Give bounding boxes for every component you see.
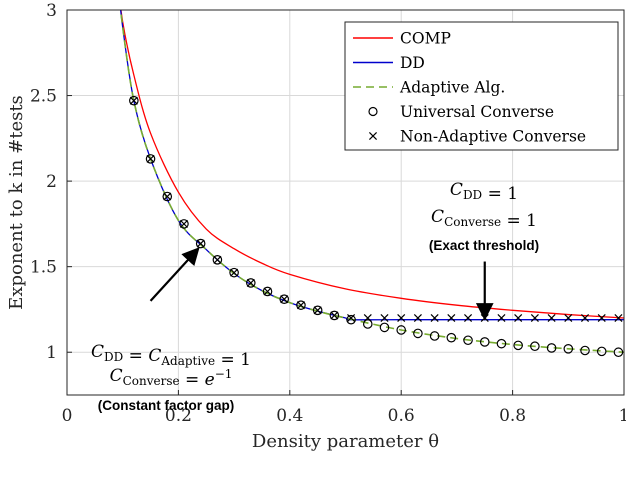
legend-label-non-adaptive-converse: Non-Adaptive Converse <box>400 128 586 146</box>
annotation-left-line1: CDD = CAdaptive = 1 <box>91 342 251 370</box>
annotation-right-line2: CConverse = 1 <box>431 207 537 231</box>
point-universal-converse <box>563 343 574 354</box>
point-universal-converse <box>396 325 406 335</box>
x-tick-label: 0.2 <box>165 406 192 426</box>
point-non-adaptive-converse <box>263 287 272 296</box>
point-universal-converse <box>296 300 306 310</box>
point-non-adaptive-converse <box>447 313 456 323</box>
point-universal-converse <box>530 341 540 352</box>
legend-swatch-non-adaptive-converse <box>368 131 378 141</box>
y-tick-label: 2 <box>46 172 57 192</box>
point-non-adaptive-converse <box>514 313 523 323</box>
legend-label-dd: DD <box>400 54 425 72</box>
point-universal-converse <box>212 255 223 265</box>
legend-label-adaptive-alg: Adaptive Alg. <box>399 79 505 97</box>
annotation-exact-threshold: CDD = 1 CConverse = 1 (Exact threshold) <box>429 180 539 321</box>
annotation-right-note: (Exact threshold) <box>429 238 539 253</box>
point-universal-converse <box>262 286 273 297</box>
point-non-adaptive-converse <box>564 313 573 323</box>
point-non-adaptive-converse <box>230 268 239 277</box>
point-non-adaptive-converse <box>129 96 138 105</box>
legend-swatch-universal-converse <box>368 106 378 117</box>
point-non-adaptive-converse <box>530 313 539 323</box>
x-tick-label: 0.4 <box>276 406 303 426</box>
point-non-adaptive-converse <box>146 154 155 163</box>
x-axis-label: Density parameter θ <box>252 431 439 452</box>
point-non-adaptive-converse <box>430 313 439 323</box>
point-non-adaptive-converse <box>547 313 556 323</box>
point-universal-converse <box>129 95 139 106</box>
point-non-adaptive-converse <box>213 255 222 264</box>
series-line-adaptive-alg <box>119 10 624 354</box>
legend-box <box>344 21 619 151</box>
x-tick-label: 0.8 <box>499 406 526 426</box>
tick-layer: 0 0.2 0.4 0.6 0.8 1 1 1.5 2 2.5 3 <box>30 1 626 426</box>
point-universal-converse <box>362 319 373 329</box>
point-universal-converse <box>479 337 490 347</box>
legend-label-universal-converse: Universal Converse <box>400 103 554 121</box>
annotation-left-note: (Constant factor gap) <box>98 398 235 413</box>
point-universal-converse <box>429 331 440 341</box>
series-layer <box>119 10 624 358</box>
point-universal-converse <box>496 338 507 349</box>
point-universal-converse <box>329 310 340 321</box>
legend-label-comp: COMP <box>400 30 451 48</box>
annotation-left-line2: CConverse = e−1 <box>110 366 233 390</box>
point-non-adaptive-converse <box>413 313 422 323</box>
point-non-adaptive-converse <box>313 306 322 315</box>
y-axis-label: Exponent to k in #tests <box>6 95 27 310</box>
point-non-adaptive-converse <box>179 219 188 228</box>
annotation-right-line1: CDD = 1 <box>450 180 518 204</box>
point-universal-converse <box>413 328 423 339</box>
point-non-adaptive-converse <box>246 278 255 287</box>
point-non-adaptive-converse <box>163 192 172 201</box>
series-line-comp <box>120 10 624 319</box>
point-universal-converse <box>596 346 607 357</box>
x-tick-label: 0.6 <box>388 406 415 426</box>
point-non-adaptive-converse <box>614 313 623 323</box>
point-non-adaptive-converse <box>597 313 606 323</box>
point-universal-converse <box>546 343 557 353</box>
y-tick-label: 1.5 <box>30 258 57 278</box>
point-non-adaptive-converse <box>580 313 590 323</box>
point-non-adaptive-converse <box>330 311 339 320</box>
point-universal-converse <box>463 335 473 346</box>
x-tick-label: 0 <box>62 406 73 426</box>
point-universal-converse <box>446 332 457 343</box>
point-non-adaptive-converse <box>363 313 372 323</box>
plot-frame <box>66 9 625 396</box>
annotation-left-arrow <box>149 247 200 302</box>
point-non-adaptive-converse <box>464 313 473 323</box>
point-universal-converse <box>229 267 239 278</box>
point-universal-converse <box>312 305 323 316</box>
point-universal-converse <box>195 238 206 249</box>
point-universal-converse <box>279 294 290 304</box>
y-tick-label: 1 <box>46 343 57 363</box>
point-non-adaptive-converse <box>296 301 305 310</box>
point-universal-converse <box>246 278 256 288</box>
point-universal-converse <box>580 345 590 356</box>
point-non-adaptive-converse <box>497 313 506 323</box>
point-non-adaptive-converse <box>196 239 205 248</box>
y-tick-label: 3 <box>46 1 57 21</box>
x-tick-label: 1 <box>619 406 626 426</box>
point-universal-converse <box>179 219 189 229</box>
point-universal-converse <box>346 314 356 325</box>
point-universal-converse <box>162 191 173 202</box>
point-universal-converse <box>613 347 624 358</box>
y-tick-label: 2.5 <box>30 87 57 107</box>
point-universal-converse <box>379 322 390 333</box>
point-universal-converse <box>145 154 156 164</box>
point-non-adaptive-converse <box>380 313 389 323</box>
point-universal-converse <box>513 340 523 351</box>
point-non-adaptive-converse <box>280 295 289 304</box>
point-non-adaptive-converse <box>347 313 356 323</box>
legend: COMP DD Adaptive Alg. Universal Converse Non… <box>344 21 619 151</box>
point-non-adaptive-converse <box>397 313 406 323</box>
